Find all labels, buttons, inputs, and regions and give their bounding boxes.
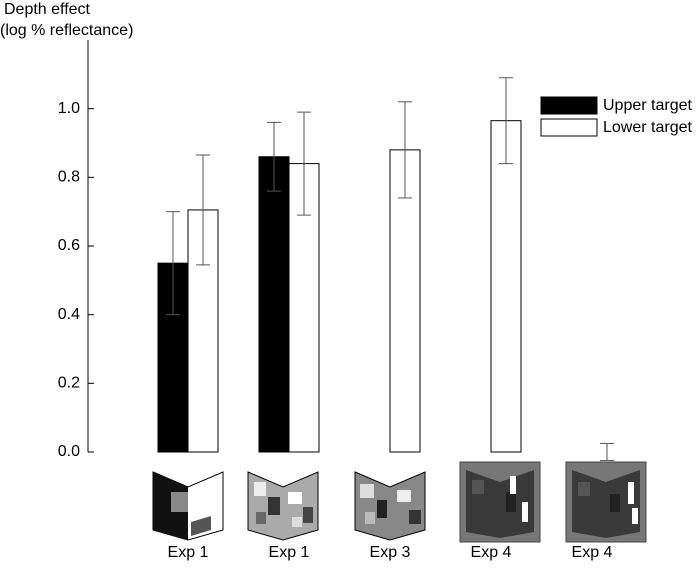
y-tick-label: 0.8 bbox=[58, 169, 80, 186]
bar bbox=[490, 120, 522, 453]
legend-label: Lower target bbox=[603, 119, 692, 136]
x-tick-label: Exp 1 bbox=[269, 544, 310, 561]
legend-label: Upper target bbox=[603, 97, 692, 114]
y-tick-label: 0.0 bbox=[58, 443, 80, 460]
y-axis-title: (log % reflectance) bbox=[0, 22, 133, 39]
x-tick-label: Exp 4 bbox=[572, 544, 613, 561]
bar bbox=[389, 149, 421, 453]
y-tick-label: 0.4 bbox=[58, 306, 80, 323]
y-axis-title: Depth effect bbox=[4, 1, 91, 18]
bar bbox=[258, 156, 290, 453]
legend-swatch bbox=[540, 96, 598, 115]
legend-swatch bbox=[540, 118, 598, 137]
thumbnails bbox=[152, 461, 647, 543]
x-tick-label: Exp 3 bbox=[370, 544, 411, 561]
x-tick-label: Exp 4 bbox=[471, 544, 512, 561]
y-tick-label: 0.6 bbox=[58, 237, 80, 254]
y-tick-label: 0.2 bbox=[58, 375, 80, 392]
y-tick-label: 1.0 bbox=[58, 100, 80, 117]
x-tick-label: Exp 1 bbox=[168, 544, 209, 561]
